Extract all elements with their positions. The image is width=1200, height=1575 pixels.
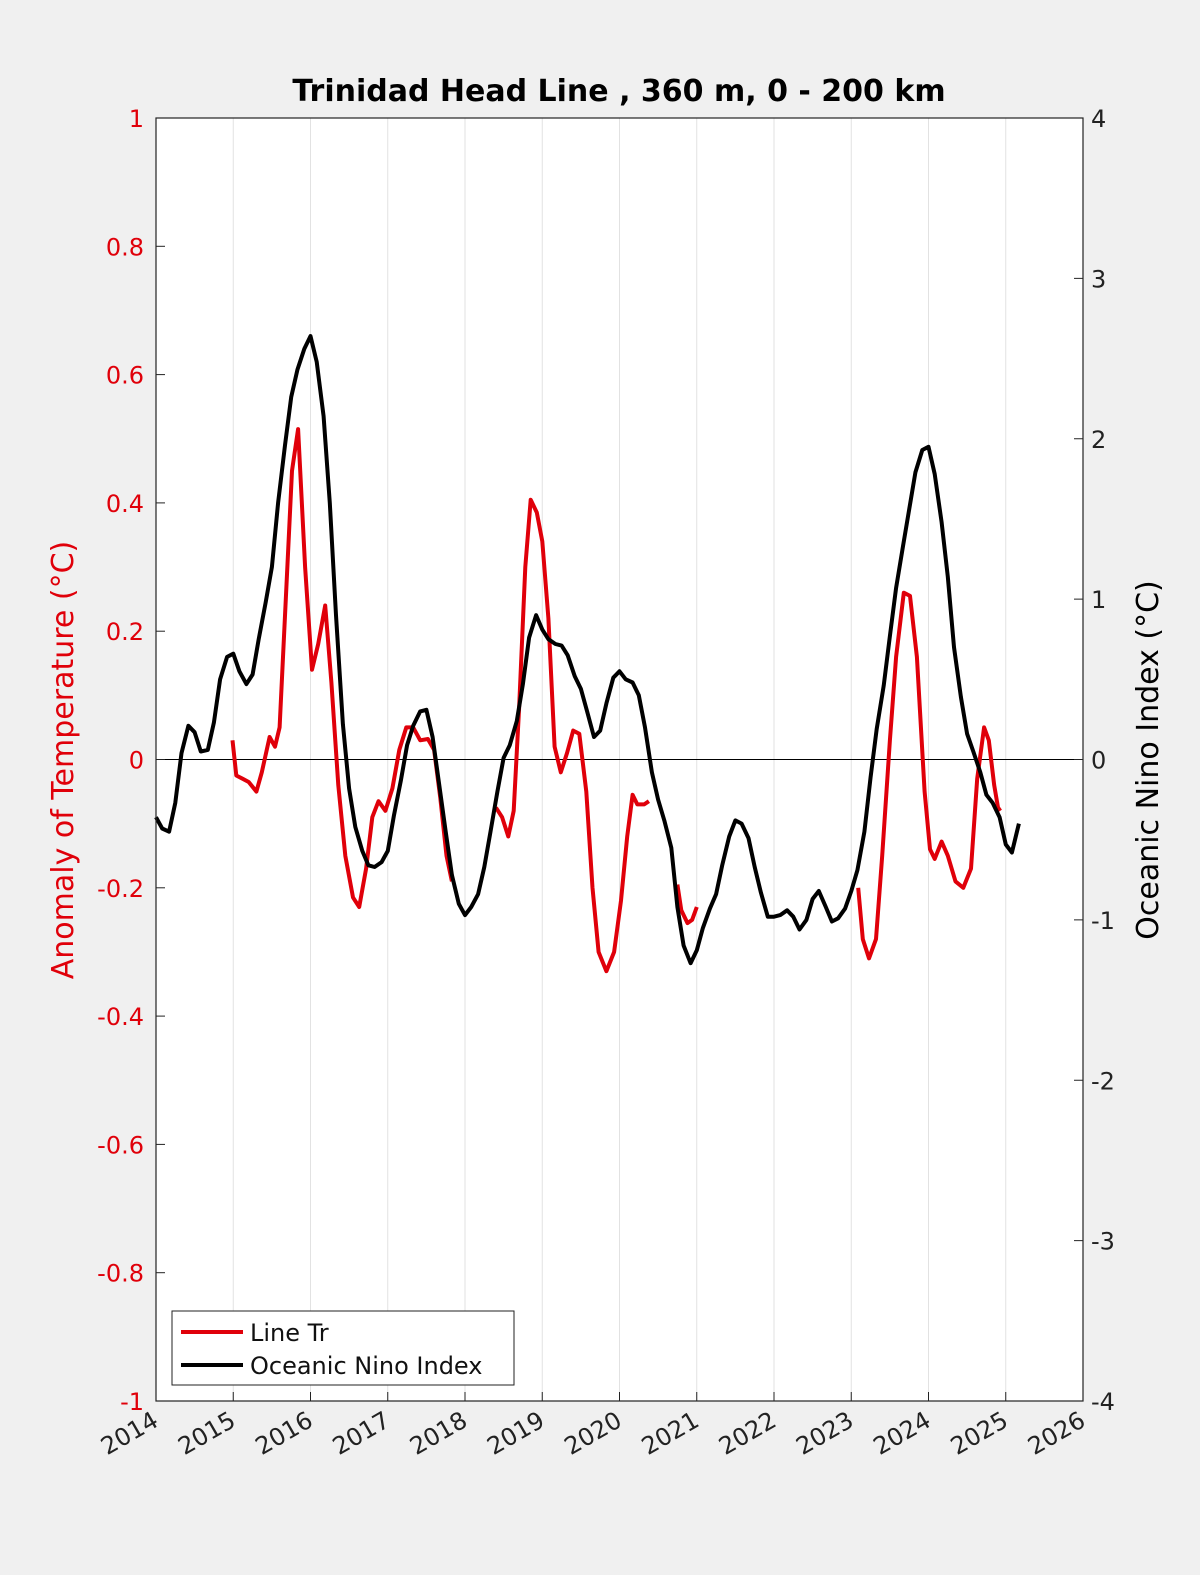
right-axis-label: Oceanic Nino Index (°C) (1131, 580, 1166, 940)
x-tick-label: 2015 (173, 1406, 240, 1461)
right-tick-label: 0 (1091, 747, 1106, 775)
x-tick-label: 2022 (714, 1406, 781, 1461)
left-y-axis: -1 -0.8 -0.6 -0.4 -0.2 0 0.2 0.4 0.6 0.8 1 (97, 105, 165, 1416)
left-tick-label: 1 (129, 105, 144, 133)
right-tick-label: -3 (1091, 1228, 1115, 1256)
left-tick-label: -1 (120, 1388, 144, 1416)
right-tick-label: -2 (1091, 1067, 1115, 1095)
right-tick-label: 2 (1091, 426, 1106, 454)
right-y-axis: -4 -3 -2 -1 0 1 2 3 4 (1074, 105, 1115, 1416)
left-tick-label: 0.8 (106, 233, 144, 261)
legend: Line Tr Oceanic Nino Index (171, 1310, 515, 1386)
legend-label-line-tr: Line Tr (250, 1319, 329, 1347)
legend-label-oni: Oceanic Nino Index (250, 1352, 482, 1380)
left-tick-label: 0.2 (106, 618, 144, 646)
series-layer (154, 334, 1021, 974)
series-line-tr (494, 497, 651, 974)
x-tick-label: 2026 (1023, 1406, 1090, 1461)
x-tick-label: 2020 (560, 1406, 627, 1461)
right-tick-label: -1 (1091, 907, 1115, 935)
left-tick-label: 0 (129, 747, 144, 775)
series-oceanic-nino-index (154, 334, 1021, 966)
chart-title: Trinidad Head Line , 360 m, 0 - 200 km (292, 74, 945, 109)
left-axis-label: Anomaly of Temperature (°C) (46, 541, 81, 980)
x-tick-label: 2023 (791, 1406, 858, 1461)
left-tick-label: 0.4 (106, 490, 144, 518)
x-tick-label: 2021 (637, 1406, 704, 1461)
series-line-tr (856, 590, 1002, 961)
left-tick-label: -0.8 (97, 1260, 144, 1288)
series-line-tr (675, 884, 699, 926)
x-tick-label: 2019 (482, 1406, 549, 1461)
x-axis: 2014 2015 2016 2017 2018 2019 2020 2021 2022 2023… (96, 1392, 1090, 1461)
series-line-tr (230, 427, 454, 909)
x-tick-label: 2016 (251, 1406, 318, 1461)
x-tick-label: 2024 (869, 1406, 936, 1461)
right-tick-label: 4 (1091, 105, 1106, 133)
right-tick-label: 1 (1091, 586, 1106, 614)
x-tick-label: 2017 (328, 1406, 395, 1461)
legend-box (171, 1310, 515, 1386)
left-tick-label: -0.6 (97, 1131, 144, 1159)
left-tick-label: 0.6 (106, 362, 144, 390)
left-tick-label: -0.2 (97, 875, 144, 903)
right-tick-label: -4 (1091, 1388, 1115, 1416)
left-tick-label: -0.4 (97, 1003, 144, 1031)
x-tick-label: 2025 (946, 1406, 1013, 1461)
x-tick-label: 2018 (405, 1406, 472, 1461)
right-tick-label: 3 (1091, 265, 1106, 293)
